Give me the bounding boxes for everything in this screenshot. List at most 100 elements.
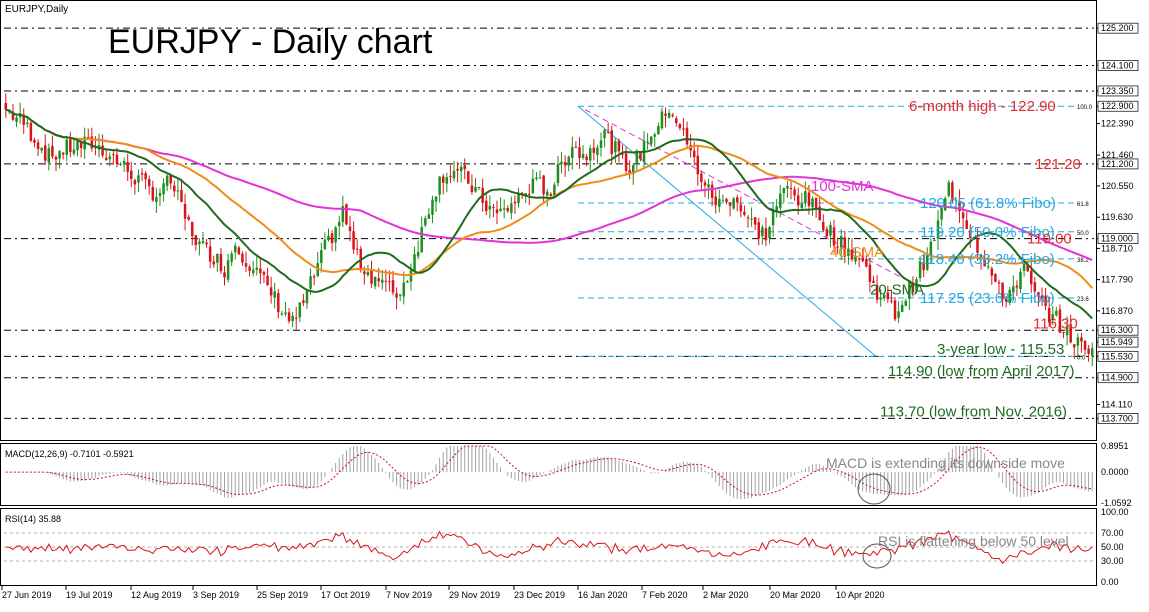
candle-body	[1062, 331, 1065, 334]
candle-body	[581, 154, 585, 158]
candle-body	[173, 185, 176, 192]
candle-body	[187, 216, 190, 220]
candle-body	[162, 183, 165, 195]
candle-body	[1008, 290, 1011, 304]
candle-body	[732, 198, 735, 209]
candle-body	[61, 152, 65, 155]
candle-body	[807, 192, 811, 206]
date-tick-label: 10 Apr 2020	[836, 590, 885, 600]
annotations: 6-month high - 122.90 121.20 100-SMA 120.05…	[811, 98, 1081, 420]
candle-body	[463, 165, 466, 170]
candle-body	[685, 127, 689, 145]
candle-body	[413, 254, 416, 272]
candle-body	[434, 196, 438, 202]
price-tick-label: 123.350	[1101, 86, 1134, 96]
candle-body	[4, 103, 8, 110]
candle-body	[140, 173, 144, 175]
candle-body	[183, 203, 187, 219]
date-tick-label: 7 Feb 2020	[642, 590, 688, 600]
candle-body	[664, 113, 667, 116]
candle-body	[667, 112, 671, 118]
candle-body	[398, 294, 402, 296]
annotation-label: 114.90 (low from April 2017)	[888, 363, 1074, 380]
candle-body	[373, 276, 377, 287]
candle-body	[151, 187, 155, 201]
rsi-axis-label: 50.00	[1101, 542, 1124, 552]
candle-body	[922, 261, 925, 271]
annotation-label: 120.05 (61.8% Fibo)	[920, 195, 1056, 212]
candle-body	[467, 171, 470, 184]
candle-body	[269, 287, 273, 296]
candle-body	[768, 227, 771, 239]
candle-body	[1044, 295, 1047, 306]
annotation-label: 113.70 (low from Nov. 2016)	[880, 404, 1067, 421]
candle-body	[284, 312, 287, 314]
moving-averages	[5, 108, 1093, 320]
candle-body	[273, 291, 276, 298]
candle-body	[456, 168, 459, 171]
fib-level-label: 50.0	[1077, 231, 1089, 237]
candle-body	[692, 150, 696, 158]
candle-body	[345, 204, 348, 225]
candle-body	[947, 182, 951, 196]
candle-body	[43, 145, 47, 161]
candle-body	[69, 139, 72, 152]
candle-body	[1083, 340, 1087, 350]
candle-body	[1001, 282, 1004, 300]
candle-body	[761, 227, 764, 237]
candle-body	[341, 206, 345, 222]
candle-body	[15, 117, 18, 122]
candle-body	[865, 258, 868, 267]
candle-body	[986, 266, 990, 268]
candle-body	[1055, 310, 1058, 316]
candle-body	[241, 253, 244, 263]
annotation-label: 40-SMA	[830, 244, 884, 261]
candle-body	[198, 241, 201, 245]
rsi-panel-frame	[0, 508, 1097, 586]
candle-body	[632, 165, 635, 175]
candle-body	[535, 177, 538, 179]
candle-body	[954, 200, 958, 202]
candle-body	[882, 294, 886, 298]
fib-level-label: 61.8	[1077, 202, 1089, 208]
candle-body	[997, 282, 1001, 284]
candle-body	[657, 125, 660, 135]
candle-body	[606, 131, 610, 133]
candle-body	[857, 258, 861, 260]
candle-body	[897, 311, 900, 318]
candle-body	[850, 249, 854, 260]
candle-body	[513, 201, 517, 204]
candle-body	[406, 281, 409, 283]
candle-body	[370, 269, 373, 284]
rsi-note: RSI is flattening below 50 level	[878, 533, 1069, 549]
candle-body	[811, 198, 814, 208]
candle-body	[1069, 324, 1072, 343]
main-panel-frame	[0, 0, 1097, 441]
candle-body	[614, 141, 617, 153]
candle-body	[427, 214, 431, 219]
candle-body	[553, 184, 556, 197]
candle-body	[875, 284, 879, 300]
candle-body	[696, 155, 700, 175]
candle-body	[1051, 314, 1055, 321]
candle-body	[556, 164, 560, 184]
candle-body	[72, 149, 76, 154]
candle-body	[266, 275, 269, 286]
candle-body	[1033, 282, 1037, 292]
price-label-box	[1097, 372, 1139, 384]
candle-body	[793, 189, 796, 196]
candle-body	[868, 264, 872, 282]
candle-body	[294, 317, 298, 319]
annotation-label: 117.25 (23.6% Fibo)	[920, 290, 1055, 307]
candle-body	[940, 207, 943, 220]
macd-axis-label: -1.0592	[1101, 498, 1132, 508]
candle-body	[596, 147, 599, 155]
candle-body	[682, 128, 685, 130]
rsi-axis-label: 100.00	[1101, 507, 1129, 517]
date-tick-label: 16 Jan 2020	[578, 590, 628, 600]
candle-body	[563, 161, 567, 166]
candle-body	[743, 211, 746, 215]
candle-body	[438, 176, 441, 195]
candle-body	[904, 300, 908, 306]
candle-body	[36, 142, 40, 149]
